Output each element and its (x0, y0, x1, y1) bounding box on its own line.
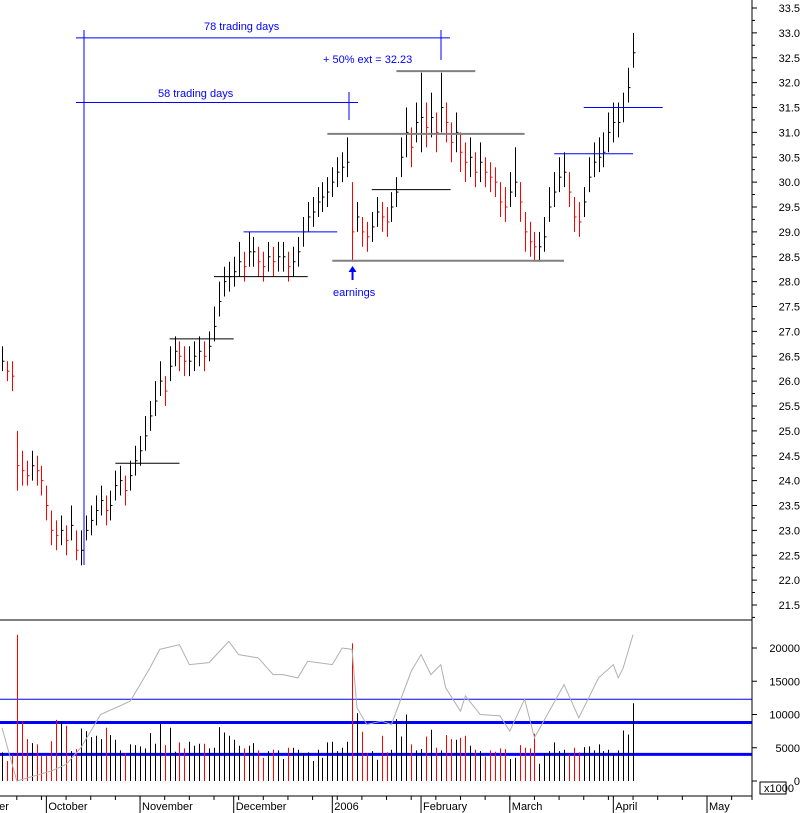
month-label: February (423, 801, 468, 813)
indicator-line (1, 634, 634, 782)
annotations: 78 trading days 58 trading days + 50% ex… (76, 21, 663, 565)
price-tick-label: 24.0 (779, 476, 800, 488)
price-tick-label: 30.5 (779, 152, 800, 164)
volume-unit-label: x1000 (764, 783, 794, 795)
volume-tick-label: 10000 (769, 710, 800, 722)
price-tick-label: 31.5 (779, 103, 800, 115)
month-label: 2006 (334, 801, 358, 813)
volume-tick-label: 0 (794, 776, 800, 788)
month-label: er (0, 801, 9, 813)
volume-unit-box (759, 781, 787, 795)
price-tick-label: 29.5 (779, 202, 800, 214)
price-tick-label: 32.0 (779, 78, 800, 90)
month-label: November (142, 801, 193, 813)
price-tick-label: 27.5 (779, 302, 800, 314)
price-tick-label: 33.0 (779, 28, 800, 40)
price-tick-label: 29.0 (779, 227, 800, 239)
label-58-trading-days: 58 trading days (158, 88, 234, 100)
price-tick-label: 30.0 (779, 177, 800, 189)
label-earnings: earnings (333, 287, 376, 299)
price-tick-label: 22.0 (779, 575, 800, 587)
price-tick-label: 23.5 (779, 501, 800, 513)
price-tick-label: 23.0 (779, 525, 800, 537)
volume-tick-label: 20000 (769, 643, 800, 655)
price-tick-label: 28.5 (779, 252, 800, 264)
price-tick-label: 22.5 (779, 550, 800, 562)
month-label: March (512, 801, 543, 813)
price-tick-label: 21.5 (779, 600, 800, 612)
earnings-arrow-icon (348, 266, 357, 272)
price-tick-label: 26.5 (779, 351, 800, 363)
price-tick-label: 31.0 (779, 127, 800, 139)
volume-tick-label: 5000 (776, 743, 800, 755)
price-tick-label: 28.0 (779, 277, 800, 289)
month-label: April (615, 801, 637, 813)
month-label: December (236, 801, 287, 813)
price-pane (2, 32, 636, 566)
volume-tick-label: 15000 (769, 676, 800, 688)
label-78-trading-days: 78 trading days (204, 21, 280, 33)
label-extension: + 50% ext = 32.23 (323, 54, 412, 66)
month-label: May (709, 801, 730, 813)
price-tick-label: 24.5 (779, 451, 800, 463)
price-tick-label: 27.0 (779, 326, 800, 338)
price-tick-label: 32.5 (779, 53, 800, 65)
month-label: October (48, 801, 87, 813)
price-tick-label: 26.0 (779, 376, 800, 388)
price-tick-label: 33.5 (779, 3, 800, 15)
price-tick-label: 25.5 (779, 401, 800, 413)
price-tick-label: 25.0 (779, 426, 800, 438)
volume-pane (0, 634, 752, 782)
